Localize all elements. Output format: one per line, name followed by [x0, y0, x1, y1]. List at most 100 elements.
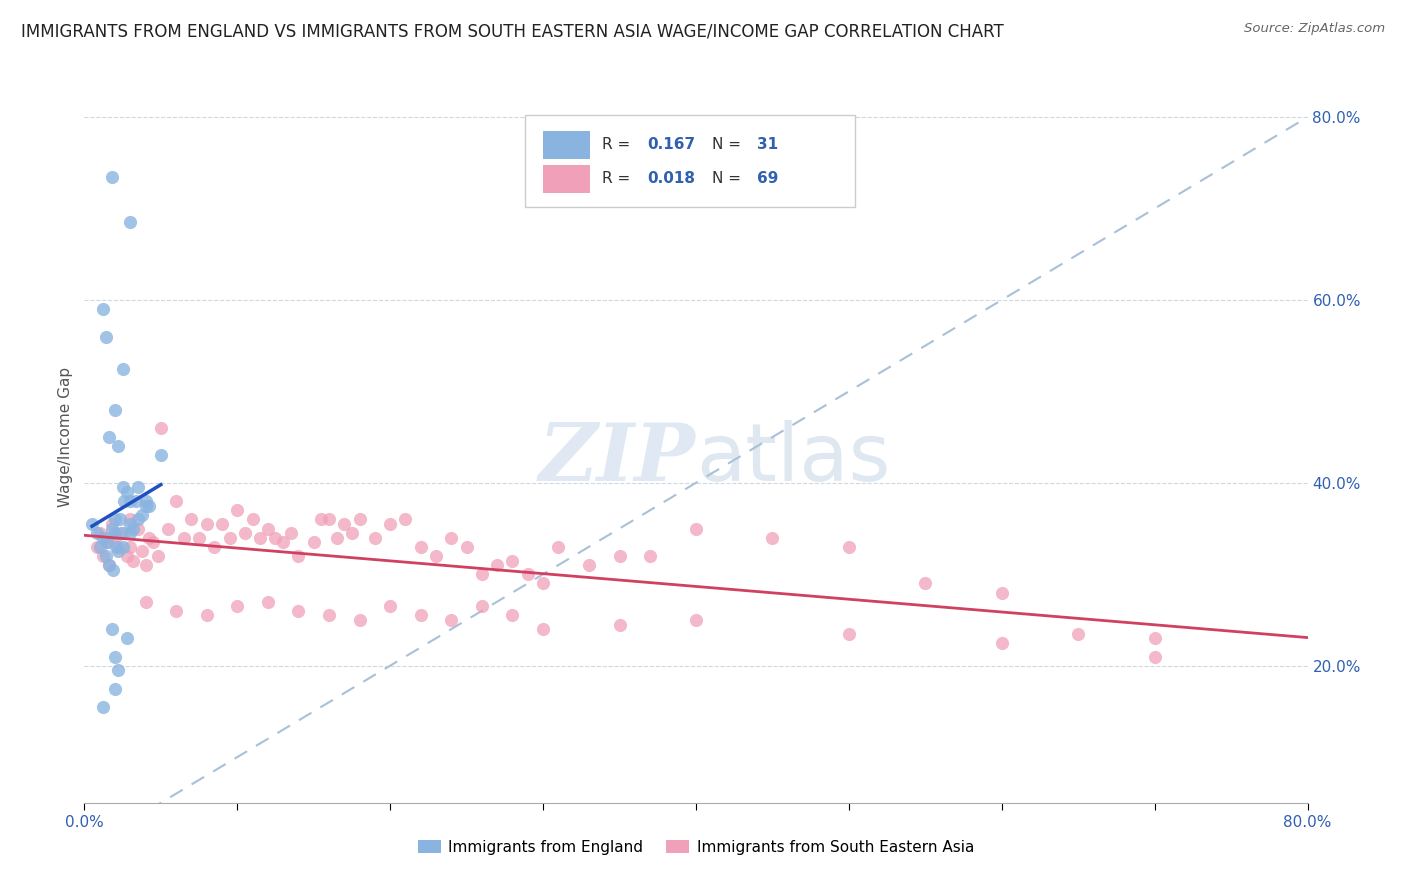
Point [103, 563, 125, 577]
Point [107, 663, 129, 677]
Text: 69: 69 [758, 170, 779, 186]
Point [91, 699, 114, 714]
Point [609, 549, 631, 563]
Point [97, 558, 120, 573]
Point [142, 535, 165, 549]
Point [107, 544, 129, 558]
Point [211, 516, 233, 531]
Point [122, 521, 145, 535]
Point [173, 531, 195, 545]
Point [531, 576, 554, 591]
Point [104, 402, 127, 417]
Point [110, 526, 132, 541]
Point [120, 494, 142, 508]
Point [104, 681, 127, 696]
Point [409, 608, 432, 623]
Point [97, 430, 120, 444]
Point [394, 512, 416, 526]
Text: Source: ZipAtlas.com: Source: ZipAtlas.com [1244, 22, 1385, 36]
Point [127, 521, 149, 535]
Point [115, 485, 138, 500]
Point [349, 512, 371, 526]
Point [456, 540, 478, 554]
Point [115, 632, 138, 646]
Point [131, 508, 153, 522]
Point [264, 531, 287, 545]
Point [135, 594, 157, 608]
Point [364, 531, 387, 545]
Point [226, 599, 249, 614]
Point [107, 439, 129, 453]
Point [111, 540, 134, 554]
Point [287, 604, 309, 618]
Point [502, 553, 524, 567]
Point [271, 535, 294, 549]
Point [101, 622, 124, 636]
Point [101, 521, 124, 535]
Point [318, 512, 340, 526]
FancyBboxPatch shape [524, 115, 855, 207]
Text: R =: R = [602, 170, 636, 186]
Point [135, 499, 157, 513]
Point [165, 604, 187, 618]
Point [120, 215, 142, 229]
Text: 0.018: 0.018 [647, 170, 695, 186]
Point [180, 512, 202, 526]
Y-axis label: Wage/Income Gap: Wage/Income Gap [58, 367, 73, 508]
Point [94, 531, 117, 545]
Point [94, 329, 117, 343]
Point [104, 649, 127, 664]
Point [120, 526, 142, 541]
Point [89, 526, 111, 541]
Point [101, 169, 124, 184]
Point [127, 512, 149, 526]
Point [311, 512, 333, 526]
Point [761, 531, 783, 545]
Point [257, 594, 280, 608]
Point [104, 531, 127, 545]
Point [502, 608, 524, 623]
Point [280, 526, 302, 541]
Point [638, 549, 661, 563]
Point [127, 480, 149, 494]
Point [249, 531, 271, 545]
Point [195, 516, 218, 531]
Point [89, 540, 111, 554]
Text: atlas: atlas [696, 420, 890, 498]
Point [302, 535, 325, 549]
Point [80, 516, 103, 531]
Point [122, 553, 145, 567]
Point [257, 521, 280, 535]
Point [1143, 649, 1166, 664]
Point [471, 599, 494, 614]
Point [242, 512, 264, 526]
Point [325, 531, 347, 545]
Point [115, 549, 138, 563]
Point [149, 421, 172, 435]
Point [131, 544, 153, 558]
Point [107, 540, 129, 554]
Point [516, 567, 538, 582]
Bar [543, 165, 589, 193]
Point [425, 549, 447, 563]
Text: N =: N = [711, 170, 745, 186]
Point [838, 540, 860, 554]
Point [1143, 632, 1166, 646]
Text: N =: N = [711, 136, 745, 152]
Bar [543, 131, 589, 159]
Point [380, 516, 402, 531]
Point [531, 622, 554, 636]
Point [165, 494, 187, 508]
Point [609, 617, 631, 632]
Legend: Immigrants from England, Immigrants from South Eastern Asia: Immigrants from England, Immigrants from… [412, 834, 980, 861]
Point [111, 361, 134, 376]
Point [91, 549, 114, 563]
Point [120, 512, 142, 526]
Point [318, 608, 340, 623]
Point [86, 526, 108, 541]
Point [96, 535, 118, 549]
Point [157, 521, 180, 535]
Point [112, 494, 135, 508]
Point [340, 526, 363, 541]
Point [149, 449, 172, 463]
